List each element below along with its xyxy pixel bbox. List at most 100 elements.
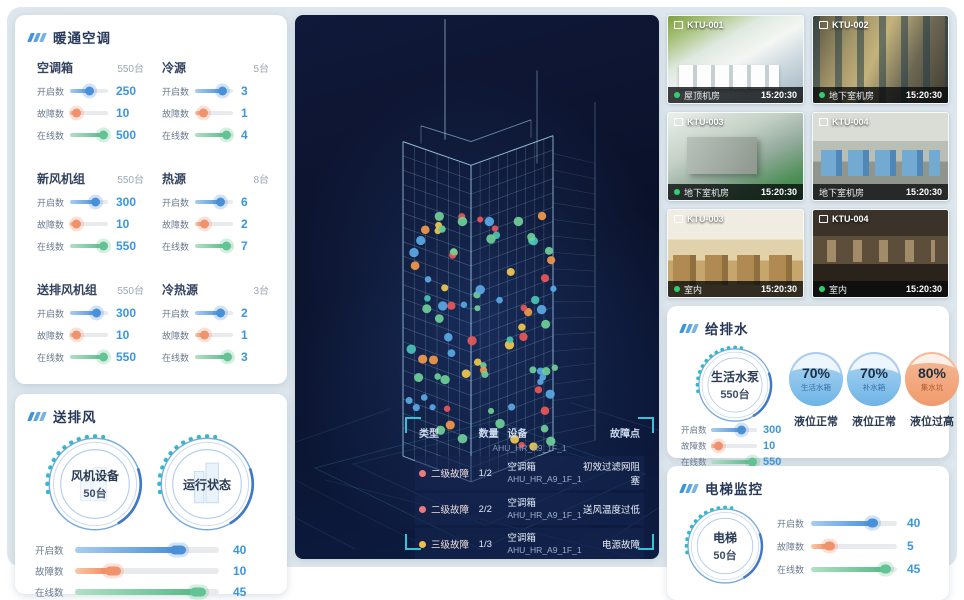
metric-value: 40 <box>907 516 921 530</box>
metric-slider[interactable] <box>75 587 219 597</box>
elevator-metrics: 开启数 40 故障数 5 在线数 45 <box>777 507 933 585</box>
camera-tile[interactable]: KTU-004 室内 15:20:30 <box>812 209 949 298</box>
slider-fill <box>70 355 106 359</box>
camera-tile[interactable]: KTU-003 地下室机房 15:20:30 <box>667 112 804 201</box>
slider-knob-icon[interactable] <box>223 352 233 362</box>
metric-slider[interactable] <box>70 197 108 207</box>
tank-fill <box>905 362 959 406</box>
slider-knob-icon[interactable] <box>189 587 206 597</box>
slider-knob-icon[interactable] <box>216 197 226 207</box>
slider-knob-icon[interactable] <box>91 197 101 207</box>
metric-slider[interactable] <box>70 330 108 340</box>
building-view[interactable]: 类型 数量 设备 故障点 AHU_HR_A9_1F_1 二级故障 1/2 空调箱… <box>295 15 659 559</box>
metric-label: 开启数 <box>35 546 64 557</box>
metric-slider[interactable] <box>195 352 233 362</box>
slider-knob-icon[interactable] <box>217 86 227 96</box>
elevator-gauge[interactable]: 电梯 50台 <box>683 504 767 588</box>
camera-tile[interactable]: KTU-004 地下室机房 15:20:30 <box>812 112 949 201</box>
metric-slider[interactable] <box>195 197 233 207</box>
camera-tile[interactable]: KTU-003 室内 15:20:30 <box>667 209 804 298</box>
metric-slider[interactable] <box>195 86 233 96</box>
slider-knob-icon[interactable] <box>105 566 121 576</box>
camera-status-bar: 室内 15:20:30 <box>668 281 803 297</box>
metric-slider[interactable] <box>811 564 897 574</box>
camera-tile[interactable]: KTU-001 屋顶机房 15:20:30 <box>667 15 804 104</box>
slider-knob-icon[interactable] <box>92 308 102 318</box>
metric-slider[interactable] <box>195 130 233 140</box>
slider-knob-icon[interactable] <box>84 86 94 96</box>
metric-label: 开启数 <box>37 308 65 319</box>
metric-slider[interactable] <box>75 545 219 555</box>
metric-row: 开启数 3 <box>162 84 269 98</box>
metric-slider[interactable] <box>70 308 108 318</box>
slider-knob-icon[interactable] <box>737 425 747 435</box>
slider-knob-icon[interactable] <box>169 545 186 555</box>
metric-label: 在线数 <box>162 130 190 141</box>
metric-slider[interactable] <box>195 330 233 340</box>
metric-slider[interactable] <box>195 241 233 251</box>
metric-label: 在线数 <box>162 241 190 252</box>
slider-knob-icon[interactable] <box>71 108 81 118</box>
slider-knob-icon[interactable] <box>72 330 82 340</box>
group-total: 8台 <box>253 175 269 186</box>
metric-slider[interactable] <box>195 308 233 318</box>
metric-slider[interactable] <box>195 108 233 118</box>
metric-label: 开启数 <box>162 308 190 319</box>
slider-knob-icon[interactable] <box>747 457 757 467</box>
metric-slider[interactable] <box>711 441 757 451</box>
fan-device-gauge[interactable]: 风机设备 50台 <box>43 432 147 536</box>
metric-value: 10 <box>116 106 130 120</box>
metric-slider[interactable] <box>811 518 897 528</box>
fault-level-dot-icon <box>419 505 426 513</box>
metric-value: 550 <box>116 350 137 364</box>
metric-slider[interactable] <box>70 108 108 118</box>
metric-slider[interactable] <box>70 86 108 96</box>
left-column: 暖通空调 空调箱 550台 开启数 250 故障数 10 在线数 500 冷源 <box>15 15 287 599</box>
slider-knob-icon[interactable] <box>879 564 891 574</box>
fault-table-row[interactable]: 三级故障 1/3 空调箱 AHU_HR_A9_1F_1 电源故障 <box>415 528 644 559</box>
metric-value: 10 <box>116 328 130 342</box>
slider-knob-icon[interactable] <box>98 130 108 140</box>
metric-row: 在线数 4 <box>162 128 269 142</box>
slider-knob-icon[interactable] <box>866 518 878 528</box>
fault-level-dot-icon <box>419 469 426 477</box>
slider-knob-icon[interactable] <box>714 441 724 451</box>
fault-table-row[interactable]: 二级故障 1/2 空调箱 AHU_HR_A9_1F_1 初效过滤网阻塞 <box>415 456 644 490</box>
camera-location: 地下室机房 <box>684 187 730 198</box>
fault-table-row[interactable]: 二级故障 2/2 空调箱 AHU_HR_A9_1F_1 送风温度过低 <box>415 493 644 525</box>
tank-level-circle[interactable]: 70% 补水箱 <box>847 352 901 406</box>
slider-knob-icon[interactable] <box>221 130 231 140</box>
online-dot-icon <box>674 92 680 98</box>
metric-slider[interactable] <box>711 425 757 435</box>
slider-fill <box>75 547 176 553</box>
fault-row-partial: AHU_HR_A9_1F_1 <box>492 443 567 453</box>
slider-fill <box>811 566 886 572</box>
slashes-icon <box>679 483 699 493</box>
slider-knob-icon[interactable] <box>222 241 232 251</box>
metric-slider[interactable] <box>70 352 109 362</box>
camera-tile[interactable]: KTU-002 地下室机房 15:20:30 <box>812 15 949 104</box>
slider-knob-icon[interactable] <box>99 352 109 362</box>
dashboard: 暖通空调 空调箱 550台 开启数 250 故障数 10 在线数 500 冷源 <box>7 7 959 600</box>
slider-knob-icon[interactable] <box>199 330 209 340</box>
fault-point: 电源故障 <box>601 540 640 551</box>
metric-row: 开启数 300 <box>37 306 144 320</box>
fan-status-gauge[interactable]: 运行状态 <box>155 432 259 536</box>
slider-knob-icon[interactable] <box>99 241 109 251</box>
metric-slider[interactable] <box>75 566 219 576</box>
slider-knob-icon[interactable] <box>216 308 226 318</box>
tank-level-circle[interactable]: 80% 集水坑 <box>905 352 959 406</box>
slider-knob-icon[interactable] <box>823 541 835 551</box>
metric-slider[interactable] <box>70 130 108 140</box>
water-pump-gauge[interactable]: 生活水泵 550台 <box>694 344 776 426</box>
slider-knob-icon[interactable] <box>72 219 82 229</box>
metric-slider[interactable] <box>811 541 897 551</box>
metric-slider[interactable] <box>711 457 757 467</box>
tank-level-circle[interactable]: 70% 生活水箱 <box>789 352 843 406</box>
metric-slider[interactable] <box>70 219 108 229</box>
corner-bracket-icon <box>638 417 654 433</box>
slider-knob-icon[interactable] <box>198 108 208 118</box>
metric-slider[interactable] <box>70 241 109 251</box>
slider-knob-icon[interactable] <box>199 219 209 229</box>
metric-slider[interactable] <box>195 219 233 229</box>
